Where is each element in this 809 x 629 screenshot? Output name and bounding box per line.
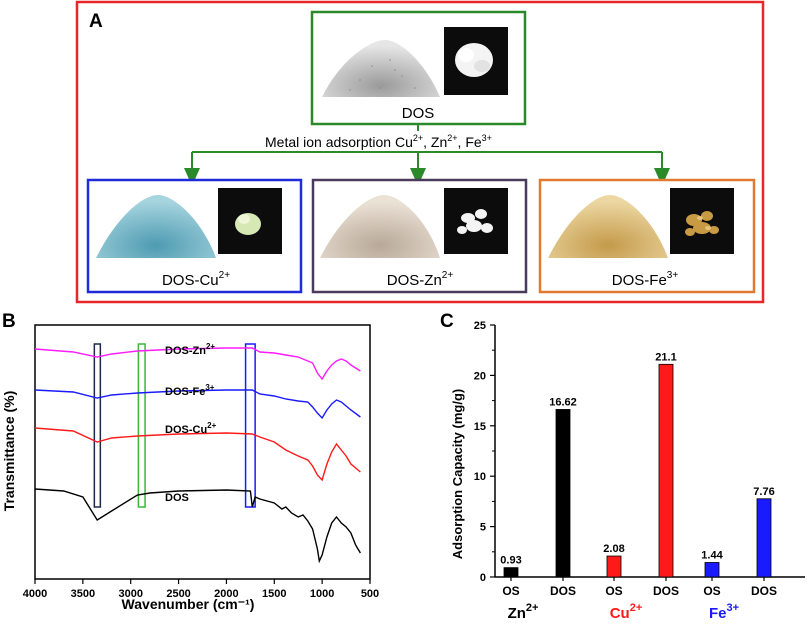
ion-zn-sep: ,: [458, 134, 462, 150]
ftir-x-tick-label: 500: [361, 588, 379, 600]
panel-a-schematic: A DOS Metal ion adsorption Cu2+, Zn2+, F…: [75, 0, 765, 304]
panel-c-label: C: [440, 311, 454, 332]
ftir-x-tick-label: 4000: [23, 588, 47, 600]
ion-zn-base: Zn: [431, 134, 447, 150]
dos-powder-image: [322, 40, 440, 97]
bar-y-tick-label: 25: [474, 320, 486, 332]
ftir-x-tick-label: 2000: [214, 588, 238, 600]
bar-value-label: 21.1: [655, 351, 676, 363]
bar-category-label: OS: [605, 584, 622, 598]
ftir-x-tick-label: 3500: [71, 588, 95, 600]
panel-b-label: B: [2, 311, 16, 332]
ftir-series-label: DOS-Cu2+: [165, 421, 217, 436]
bar-y-tick-label: 20: [474, 370, 486, 382]
dos-fe-powder-image: [548, 195, 668, 258]
ftir-series-line: [34, 427, 361, 482]
ftir-x-tick-label: 1500: [262, 588, 286, 600]
bar-value-label: 2.08: [603, 543, 624, 555]
ftir-series-label: DOS-Fe3+: [165, 383, 215, 398]
ion-fe-charge: 3+: [482, 133, 492, 143]
bar-value-label: 16.62: [549, 396, 577, 408]
ftir-series-label: DOS-Zn2+: [165, 342, 215, 357]
dos-cu-charge: 2+: [219, 270, 231, 281]
ion-cu-sep: ,: [423, 134, 427, 150]
ion-cu-base: Cu: [395, 134, 413, 150]
product-box-zn: DOS-Zn2+: [311, 178, 528, 294]
bar-value-label: 0.93: [500, 555, 521, 567]
adsorption-bar: [704, 562, 720, 578]
dos-sample-label: DOS: [402, 105, 435, 122]
ion-group-label: Fe3+: [709, 602, 739, 622]
dos-cu-label: DOS-Cu2+: [162, 270, 230, 289]
ftir-plot-area: 4000 3500 3000 2500 2000 1500 1000 500 DOS-Zn2+ D…: [23, 324, 379, 600]
dos-cu-powder-image: [96, 195, 216, 258]
bar-category-label: DOS: [653, 584, 679, 598]
ftir-series-line: [34, 389, 361, 420]
panel-c-adsorption-chart: C Adsorption Capacity (mg/g) 05101520250…: [440, 311, 805, 622]
ftir-y-axis-title: Transmittance (%): [1, 391, 17, 512]
adsorption-bar: [606, 555, 622, 578]
ftir-series-label: DOS: [165, 492, 189, 504]
bar-category-label: OS: [703, 584, 720, 598]
panel-a-outer-frame: [75, 0, 765, 304]
ion-fe-base: Fe: [465, 134, 482, 150]
bar-y-tick-label: 0: [480, 572, 486, 584]
dos-cu-base: DOS-Cu: [162, 272, 219, 289]
bar-category-label: OS: [502, 584, 519, 598]
panel-b-ftir-chart: B Transmittance (%) Wavenumber (cm⁻¹) 40…: [1, 311, 379, 612]
bar-y-tick-label: 15: [474, 421, 486, 433]
dos-fe-charge: 3+: [667, 270, 679, 281]
ftir-highlight-box: [93, 343, 102, 508]
product-box-fe: DOS-Fe3+: [538, 178, 756, 294]
ftir-x-tick-label: 1000: [310, 588, 334, 600]
dos-crystal-photo: [444, 27, 508, 95]
dos-fe-base: DOS-Fe: [612, 272, 667, 289]
adsorption-bar: [555, 409, 571, 578]
dos-zn-powder-image: [320, 195, 440, 258]
ftir-x-tick-label: 2500: [166, 588, 190, 600]
ftir-highlight-box: [137, 343, 146, 508]
product-box-cu: DOS-Cu2+: [86, 178, 303, 294]
adsorption-bar: [756, 498, 772, 578]
adsorption-plot-area: 0 5 10 15 20 25 0.93 OS 16.62 DOS Zn2+ 2.08 OS 21.1 DO…: [474, 320, 805, 622]
dos-zn-crystal-photo: [444, 188, 508, 254]
bar-category-label: DOS: [550, 584, 576, 598]
ftir-plot-frame: [34, 324, 371, 580]
dos-zn-base: DOS-Zn: [387, 272, 442, 289]
ion-zn-charge: 2+: [447, 133, 457, 143]
panel-a-label: A: [89, 11, 103, 32]
dos-zn-label: DOS-Zn2+: [387, 270, 454, 289]
ftir-x-axis-title: Wavenumber (cm⁻¹): [122, 596, 255, 612]
ftir-series-line: [34, 347, 361, 381]
adsorption-bar: [658, 363, 674, 578]
bar-y-tick-label: 10: [474, 471, 486, 483]
adsorption-y-axis-title: Adsorption Capacity (mg/g): [450, 389, 465, 559]
ion-cu-charge: 2+: [413, 133, 423, 143]
adsorption-prefix: Metal ion adsorption: [265, 134, 391, 150]
bar-y-tick-label: 5: [480, 522, 486, 534]
bar-category-label: DOS: [751, 584, 777, 598]
bar-value-label: 1.44: [701, 549, 723, 561]
ftir-x-tick-label: 3000: [118, 588, 142, 600]
bar-value-label: 7.76: [753, 486, 774, 498]
adsorption-bar: [503, 567, 519, 578]
dos-fe-crystal-photo: [670, 188, 734, 254]
dos-cu-crystal-photo: [218, 188, 282, 254]
ftir-series-line: [34, 488, 362, 564]
dos-fe-label: DOS-Fe3+: [612, 270, 679, 289]
adsorption-arrow-label: Metal ion adsorption Cu2+, Zn2+, Fe3+: [265, 133, 492, 150]
dos-zn-charge: 2+: [442, 270, 454, 281]
ftir-highlight-box: [244, 343, 256, 508]
ion-group-label: Cu2+: [610, 602, 643, 622]
ion-group-label: Zn2+: [508, 602, 539, 622]
